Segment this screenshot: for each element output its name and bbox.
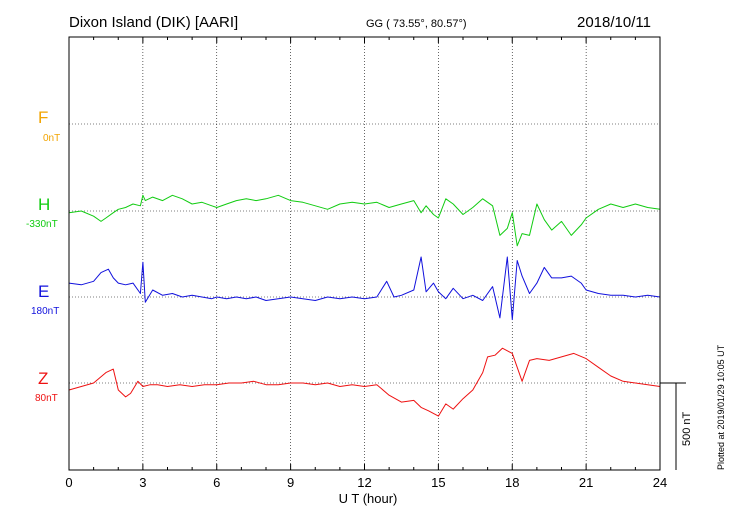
component-label-f: F (38, 108, 49, 127)
component-baseline-h: -330nT (26, 219, 58, 230)
scale-bar (660, 382, 686, 470)
x-tick-label: 24 (653, 475, 667, 490)
component-label-z: Z (38, 369, 49, 388)
date-label: 2018/10/11 (577, 14, 651, 31)
x-tick-label: 9 (287, 475, 294, 490)
component-baseline-z: 80nT (35, 393, 58, 404)
x-axis-label: U T (hour) (339, 491, 398, 506)
x-axis-ticks: 0 3 6 9 12 15 18 21 24 (65, 37, 667, 490)
trace-z (68, 347, 661, 417)
component-label-e: E (38, 282, 50, 301)
x-tick-label: 21 (579, 475, 593, 490)
grid-lines (69, 37, 660, 470)
x-tick-label: 0 (65, 475, 72, 490)
plotted-timestamp: Plotted at 2019/01/29 10:05 UT (716, 344, 726, 470)
data-traces (68, 194, 661, 417)
component-baseline-e: 180nT (31, 306, 60, 317)
component-label-h: H (38, 195, 51, 214)
x-tick-label: 3 (139, 475, 146, 490)
geographic-coordinates: GG ( 73.55°, 80.57°) (366, 18, 467, 30)
x-tick-label: 12 (357, 475, 371, 490)
x-tick-label: 18 (505, 475, 519, 490)
trace-e (68, 256, 661, 321)
component-baseline-f: 0nT (43, 133, 61, 144)
trace-h (68, 194, 661, 247)
x-tick-label: 15 (431, 475, 445, 490)
scale-bar-label: 500 nT (681, 411, 693, 446)
station-title: Dixon Island (DIK) [AARI] (69, 14, 239, 31)
x-tick-label: 6 (213, 475, 220, 490)
